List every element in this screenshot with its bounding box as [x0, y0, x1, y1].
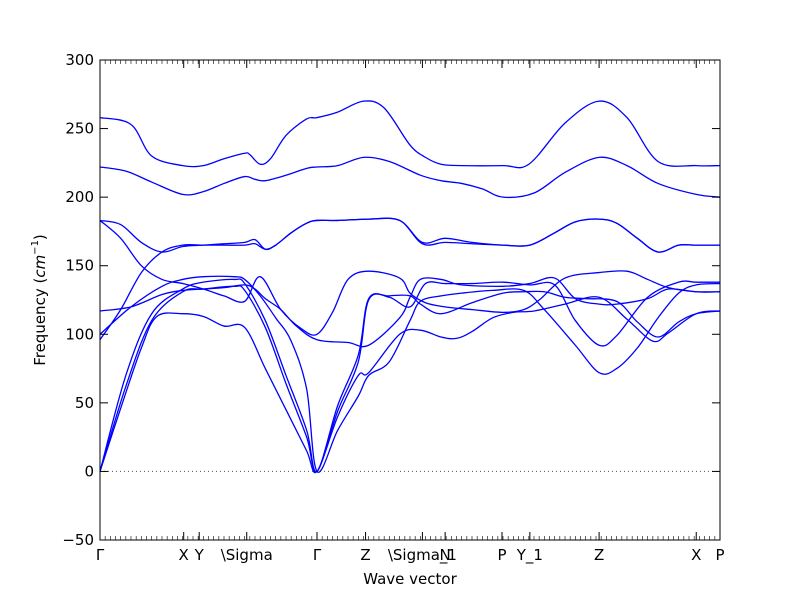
y-tick-label: 0 [84, 462, 94, 480]
x-tick-label: \Sigma_1 [388, 546, 457, 565]
band-line-9 [99, 285, 721, 473]
y-axis-title-exponent: −1 [30, 240, 41, 255]
x-tick-label: Γ [96, 546, 105, 564]
band-line-1 [99, 100, 721, 169]
x-tick-label: X [691, 546, 701, 564]
y-tick-label: 250 [65, 120, 94, 138]
y-tick-label: 150 [65, 257, 94, 275]
band-line-7 [99, 275, 721, 473]
y-tick-label: 300 [65, 51, 94, 69]
x-axis-title: Wave vector [363, 570, 457, 588]
band-line-10 [99, 296, 721, 474]
plot-background [100, 60, 720, 540]
y-tick-label: 50 [75, 394, 94, 412]
x-tick-label: N [440, 546, 451, 564]
x-tick-label: Y_1 [516, 546, 543, 565]
y-axis-title: Frequency (cm−1) [30, 234, 49, 366]
y-axis-title-suffix: ) [31, 234, 49, 240]
x-tick-label: P [497, 546, 506, 564]
band-line-2 [99, 156, 721, 199]
x-tick-label: P [715, 546, 724, 564]
band-line-6 [99, 276, 721, 348]
x-tick-label: X [179, 546, 189, 564]
x-tick-label: Γ [313, 546, 322, 564]
x-tick-label: \Sigma [221, 546, 273, 564]
band-line-8 [99, 278, 720, 473]
y-tick-label: 100 [65, 325, 94, 343]
x-tick-label: Z [594, 546, 604, 564]
x-tick-label: Y [194, 546, 205, 564]
y-axis-title-prefix: Frequency ( [31, 278, 49, 366]
x-tick-label: Z [360, 546, 370, 564]
band-line-4 [99, 217, 720, 341]
y-axis-title-unit: cm [31, 255, 49, 278]
y-tick-label: −50 [62, 531, 94, 549]
y-tick-label: 200 [65, 188, 94, 206]
